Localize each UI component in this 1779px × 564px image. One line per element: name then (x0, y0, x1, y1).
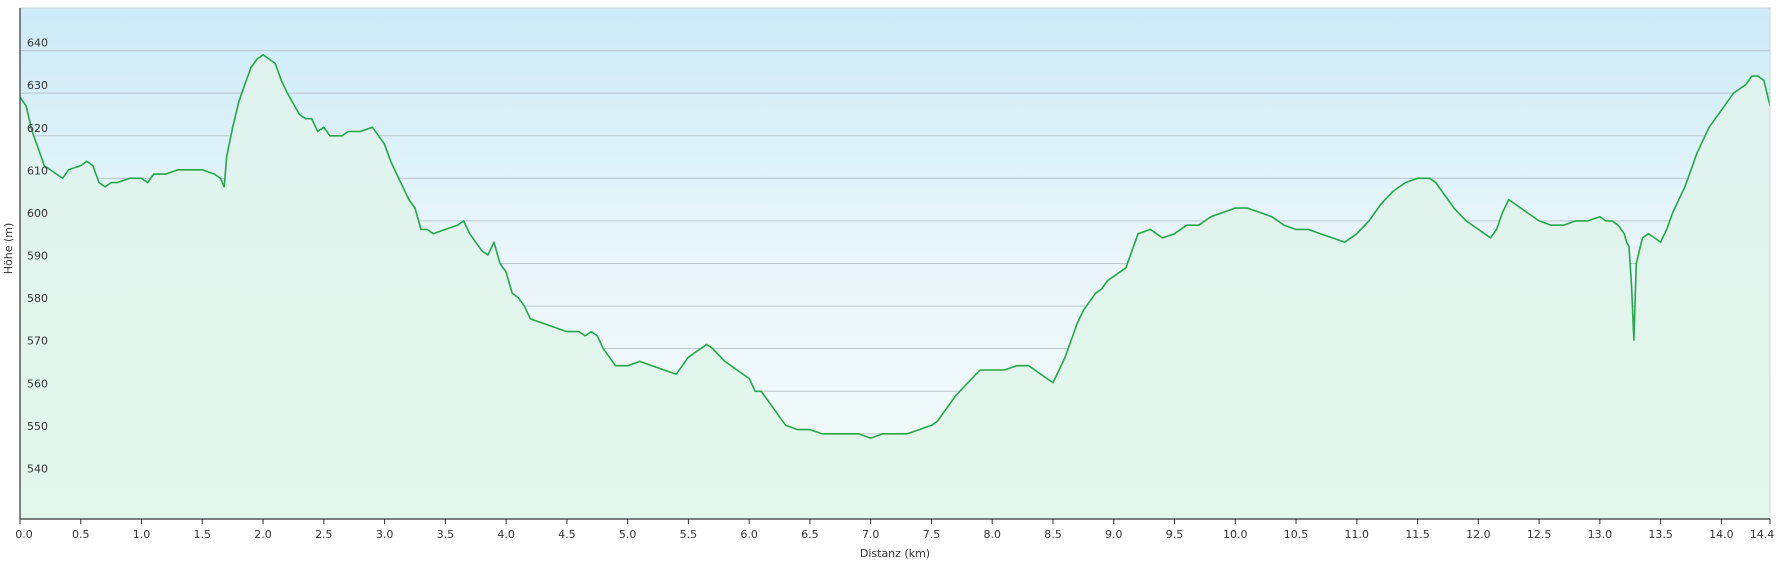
x-tick-label: 2.0 (254, 528, 272, 541)
x-tick-label: 5.5 (680, 528, 698, 541)
y-axis-label: Höhe (m) (2, 223, 15, 275)
x-axis-label: Distanz (km) (860, 547, 930, 560)
x-tick-label: 10.5 (1284, 528, 1309, 541)
x-tick-label: 3.0 (376, 528, 394, 541)
x-tick-label: 5.0 (619, 528, 637, 541)
elevation-line (19, 54, 1771, 439)
x-tick-label: 1.0 (133, 528, 151, 541)
x-tick-label: 14.4 (1750, 528, 1775, 541)
x-tick-label: 8.5 (1044, 528, 1062, 541)
y-tick-label: 620 (27, 122, 48, 135)
y-tick-label: 550 (27, 420, 48, 433)
x-axis-ticks: 0.0 0.5 1.0 1.5 2.0 2.5 3.0 3.5 4.0 4.5 5.0 5.5 6.0 6… (15, 519, 1774, 541)
x-tick-label: 12.5 (1527, 528, 1552, 541)
x-tick-label: 13.0 (1588, 528, 1613, 541)
y-tick-label: 630 (27, 79, 48, 92)
x-tick-label: 2.5 (315, 528, 333, 541)
x-tick-label: 9.5 (1166, 528, 1184, 541)
x-tick-label: 8.0 (983, 528, 1001, 541)
x-tick-label: 13.5 (1648, 528, 1673, 541)
x-tick-label: 10.0 (1223, 528, 1248, 541)
x-tick-label: 6.5 (801, 528, 819, 541)
x-tick-label: 11.5 (1405, 528, 1430, 541)
x-tick-label: 0.5 (72, 528, 90, 541)
x-tick-label: 6.0 (740, 528, 758, 541)
x-tick-label: 12.0 (1466, 528, 1491, 541)
x-tick-label: 7.0 (862, 528, 880, 541)
x-tick-label: 4.5 (558, 528, 576, 541)
x-tick-label: 4.0 (497, 528, 515, 541)
y-tick-label: 570 (27, 335, 48, 348)
y-tick-label: 560 (27, 377, 48, 390)
y-tick-label: 580 (27, 292, 48, 305)
y-tick-label: 610 (27, 164, 48, 177)
y-tick-label: 590 (27, 250, 48, 263)
y-axis-ticks: 540 550 560 570 580 590 600 610 620 630 640 (27, 37, 48, 476)
x-tick-label: 9.0 (1105, 528, 1123, 541)
elevation-area (20, 54, 1770, 520)
x-tick-label: 0.0 (15, 528, 33, 541)
x-tick-label: 3.5 (437, 528, 455, 541)
y-tick-label: 540 (27, 462, 48, 475)
x-tick-label: 1.5 (194, 528, 212, 541)
x-tick-label: 14.0 (1709, 528, 1734, 541)
x-tick-label: 11.0 (1345, 528, 1370, 541)
x-tick-label: 7.5 (923, 528, 941, 541)
y-tick-label: 600 (27, 207, 48, 220)
y-tick-label: 640 (27, 37, 48, 50)
